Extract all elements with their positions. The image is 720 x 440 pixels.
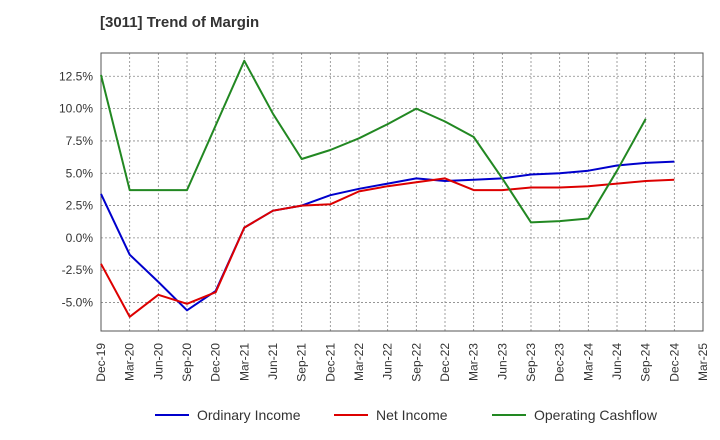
x-tick-label: Dec-20 [209, 343, 223, 382]
x-tick-label: Mar-24 [581, 343, 595, 381]
x-tick-label: Mar-22 [352, 343, 366, 381]
legend-label: Net Income [376, 407, 448, 423]
y-tick-label: -5.0% [62, 296, 94, 310]
x-tick-label: Mar-20 [123, 343, 137, 381]
x-tick-label: Mar-21 [237, 343, 251, 381]
x-tick-label: Jun-22 [381, 343, 395, 380]
x-tick-label: Sep-20 [180, 343, 194, 382]
series-line-ordinary-income [100, 160, 675, 312]
x-tick-label: Sep-21 [295, 343, 309, 382]
x-tick-label: Dec-24 [667, 343, 681, 382]
series-line-operating-cashflow [100, 59, 647, 224]
plot-area-frame [100, 52, 704, 332]
grid-layer [101, 53, 703, 331]
x-tick-label: Mar-25 [696, 343, 710, 381]
y-tick-label: -2.5% [62, 263, 94, 277]
x-tick-label: Mar-23 [467, 343, 481, 381]
legend-label: Ordinary Income [197, 407, 301, 423]
x-axis-ticks: Dec-19 Mar-20 Jun-20 Sep-20 Dec-20 Mar-21 Jun-… [94, 343, 710, 382]
x-tick-label: Sep-22 [409, 343, 423, 382]
x-tick-label: Jun-23 [495, 343, 509, 380]
y-tick-label: 2.5% [66, 199, 94, 213]
x-tick-label: Dec-23 [553, 343, 567, 382]
x-tick-label: Sep-24 [639, 343, 653, 382]
x-tick-label: Dec-22 [438, 343, 452, 382]
legend: Ordinary Income Net Income Operating Cashf… [155, 407, 658, 423]
y-tick-label: 0.0% [66, 231, 94, 245]
y-tick-label: 12.5% [59, 69, 93, 83]
x-tick-label: Dec-21 [323, 343, 337, 382]
x-tick-label: Dec-19 [94, 343, 108, 382]
y-axis-ticks: -5.0% -2.5% 0.0% 2.5% 5.0% 7.5% 10.0% 12.5% [59, 69, 93, 309]
chart-title: [3011] Trend of Margin [100, 14, 260, 31]
x-tick-label: Jun-20 [151, 343, 165, 380]
legend-label: Operating Cashflow [534, 407, 658, 423]
series-layer [100, 59, 675, 318]
series-line-net-income [100, 177, 675, 318]
x-tick-label: Jun-24 [610, 343, 624, 380]
x-tick-label: Sep-23 [524, 343, 538, 382]
y-tick-label: 10.0% [59, 102, 93, 116]
y-tick-label: 7.5% [66, 134, 94, 148]
y-tick-label: 5.0% [66, 166, 94, 180]
x-tick-label: Jun-21 [266, 343, 280, 380]
